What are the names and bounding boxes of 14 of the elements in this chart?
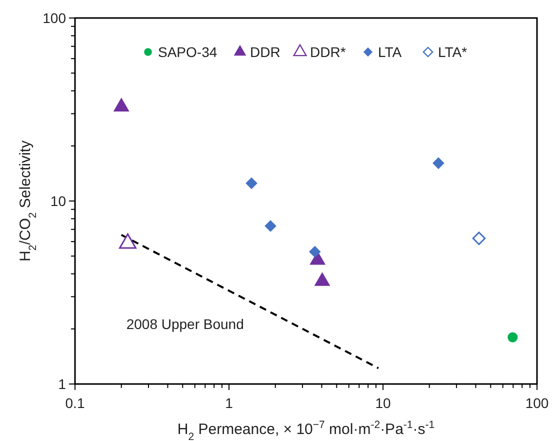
- series-label: 2008 Upper Bound: [126, 316, 244, 332]
- legend-label: LTA: [378, 44, 402, 60]
- x-tick-label: 1: [225, 395, 234, 411]
- y-tick-label: 1: [58, 376, 66, 392]
- x-tick-label: 10: [375, 395, 391, 411]
- legend-label: LTA*: [438, 44, 468, 60]
- x-tick-label: 0.1: [65, 395, 85, 411]
- legend-label: DDR: [250, 44, 280, 60]
- y-tick-label: 10: [50, 193, 66, 209]
- legend-label: SAPO-34: [158, 44, 218, 60]
- legend-label: DDR*: [310, 44, 346, 60]
- text: H$_{2}$ Permeance, × 10$^{−7}$ mol·m$^{-2}$·Pa$^{-1}$·s$^{-1}$: [177, 419, 435, 441]
- x-tick-label: 100: [525, 395, 549, 411]
- y-tick-label: 100: [42, 10, 66, 26]
